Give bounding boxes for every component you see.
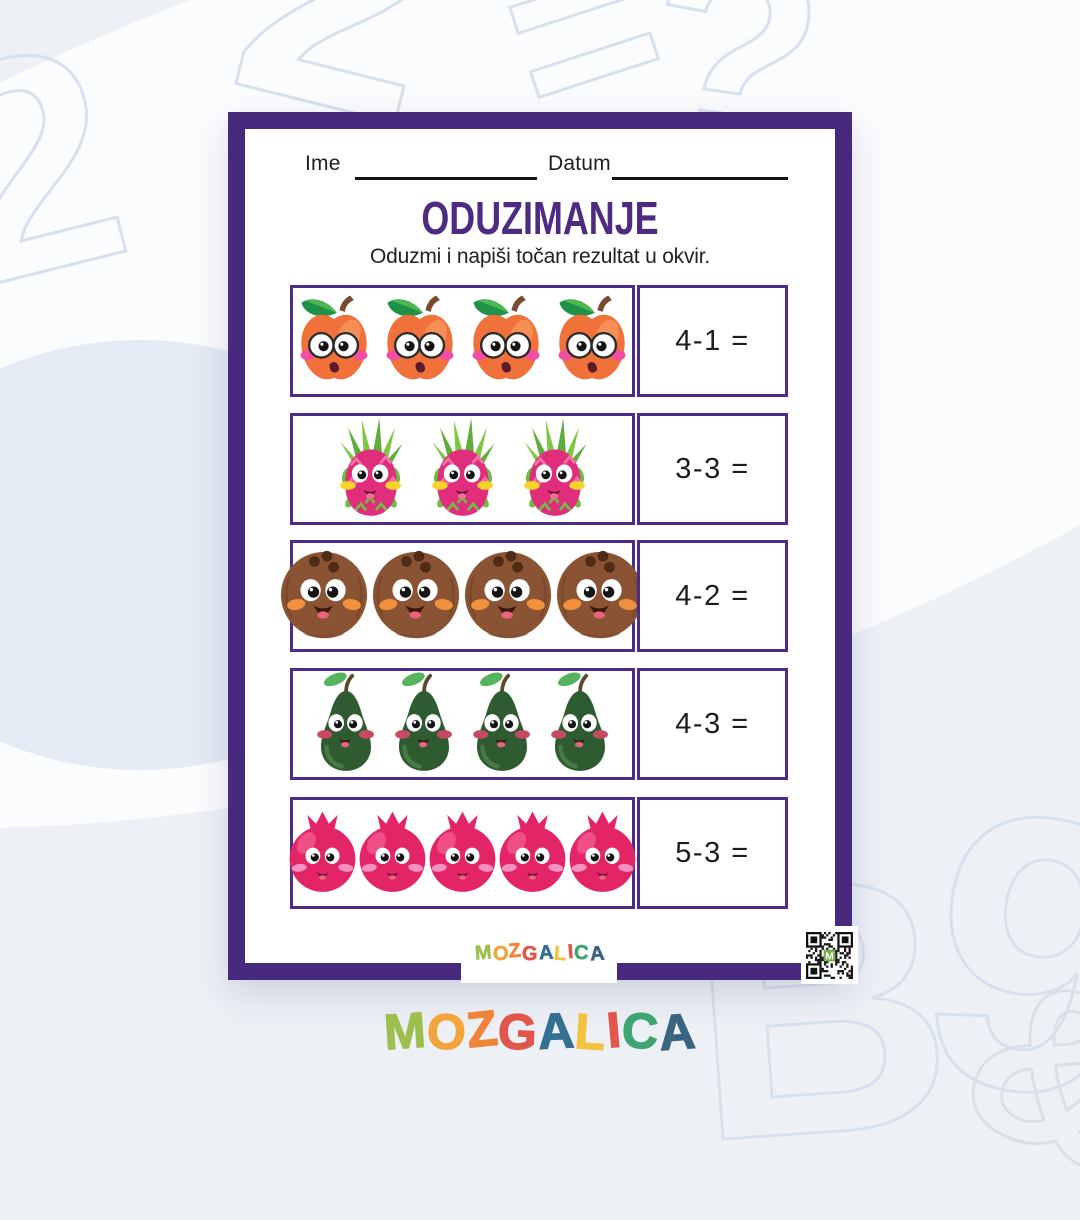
avocado-icon <box>314 671 378 778</box>
peach-icon <box>294 292 374 391</box>
peach-icon <box>552 292 632 391</box>
coconut-icon <box>372 549 461 644</box>
avocado-icon <box>392 671 456 778</box>
logo-letter: O <box>425 1002 469 1062</box>
coconut-icon <box>464 549 553 644</box>
svg-text:M: M <box>825 951 834 962</box>
equation-text: 5-3 = <box>675 836 750 869</box>
logo-letter: L <box>573 1002 610 1062</box>
answer-box[interactable]: 5-3 = <box>637 797 788 909</box>
pomegranate-icon <box>498 809 567 898</box>
fruit-count-box <box>280 540 644 652</box>
equation-text: 3-3 = <box>675 452 750 485</box>
avocado-icon <box>548 671 612 778</box>
pomegranate-icon <box>358 809 427 898</box>
equation-text: 4-2 = <box>675 579 750 612</box>
date-label: Datum <box>548 152 611 175</box>
coconut-icon <box>556 549 645 644</box>
qr-code: M <box>801 926 858 984</box>
equation-text: 4-3 = <box>675 707 750 740</box>
pomegranate-icon <box>288 809 357 898</box>
page-title: ODUZIMANJE <box>421 192 659 244</box>
name-label: Ime <box>305 152 341 175</box>
answer-box[interactable]: 3-3 = <box>637 413 788 525</box>
dragon-fruit-icon <box>336 416 406 523</box>
answer-box[interactable]: 4-1 = <box>637 285 788 397</box>
logo-letter: Z <box>463 999 502 1059</box>
logo-letter: A <box>536 1001 577 1060</box>
pomegranate-icon <box>568 809 637 898</box>
footer-notch <box>461 961 617 983</box>
date-input-line[interactable] <box>612 177 788 180</box>
logo-letter: C <box>620 1001 661 1060</box>
mozgalica-logo-small: MOZGALICA <box>245 939 835 966</box>
logo-letter: G <box>497 1003 540 1062</box>
logo-letter: C <box>573 941 591 965</box>
peach-icon <box>380 292 460 391</box>
fruit-count-box <box>290 668 635 780</box>
logo-letter: L <box>553 942 569 966</box>
logo-letter: O <box>492 942 510 966</box>
logo-letter: A <box>656 1002 698 1062</box>
fruit-count-box <box>288 797 637 909</box>
page-subtitle: Oduzmi i napiši točan rezultat u okvir. <box>369 245 711 268</box>
pomegranate-icon <box>428 809 497 898</box>
dragon-fruit-icon <box>520 416 590 523</box>
coconut-icon <box>280 549 369 644</box>
mozgalica-logo-large: MOZGALICA <box>0 999 1080 1062</box>
logo-letter: M <box>382 1001 430 1061</box>
logo-letter: G <box>521 942 540 966</box>
logo-letter: A <box>588 942 607 966</box>
answer-box[interactable]: 4-3 = <box>637 668 788 780</box>
name-input-line[interactable] <box>355 177 537 180</box>
equation-text: 4-1 = <box>675 324 750 357</box>
peach-icon <box>466 292 546 391</box>
worksheet-page: Ime Datum ODUZIMANJE Oduzmi i napiši toč… <box>228 112 858 984</box>
fruit-count-box <box>290 285 635 397</box>
answer-box[interactable]: 4-2 = <box>637 540 788 652</box>
logo-letter: M <box>474 941 494 965</box>
avocado-icon <box>470 671 534 778</box>
dragon-fruit-icon <box>428 416 498 523</box>
fruit-count-box <box>290 413 635 525</box>
